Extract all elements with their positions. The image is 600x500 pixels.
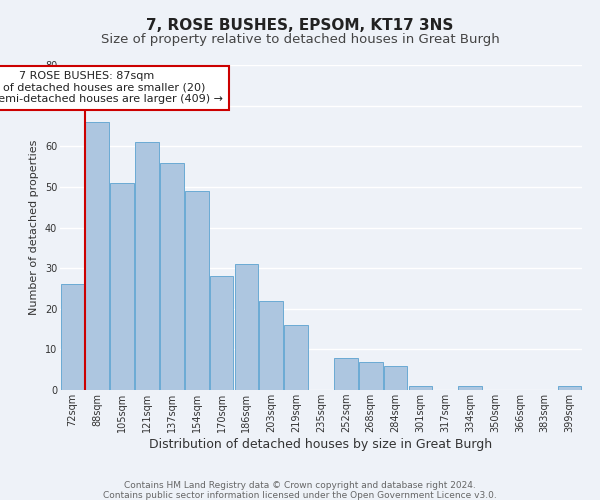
Text: Contains public sector information licensed under the Open Government Licence v3: Contains public sector information licen… <box>103 491 497 500</box>
Bar <box>185 191 209 390</box>
Bar <box>334 358 358 390</box>
Bar <box>259 300 283 390</box>
Bar <box>135 142 159 390</box>
Bar <box>359 362 383 390</box>
Bar <box>409 386 432 390</box>
Bar <box>61 284 84 390</box>
Text: Size of property relative to detached houses in Great Burgh: Size of property relative to detached ho… <box>101 32 499 46</box>
Bar <box>235 264 258 390</box>
Bar <box>558 386 581 390</box>
Text: Contains HM Land Registry data © Crown copyright and database right 2024.: Contains HM Land Registry data © Crown c… <box>124 481 476 490</box>
X-axis label: Distribution of detached houses by size in Great Burgh: Distribution of detached houses by size … <box>149 438 493 451</box>
Bar <box>384 366 407 390</box>
Bar <box>458 386 482 390</box>
Bar <box>160 162 184 390</box>
Bar <box>110 183 134 390</box>
Bar <box>210 276 233 390</box>
Bar <box>85 122 109 390</box>
Text: 7 ROSE BUSHES: 87sqm
← 5% of detached houses are smaller (20)
95% of semi-detach: 7 ROSE BUSHES: 87sqm ← 5% of detached ho… <box>0 71 223 104</box>
Text: 7, ROSE BUSHES, EPSOM, KT17 3NS: 7, ROSE BUSHES, EPSOM, KT17 3NS <box>146 18 454 32</box>
Y-axis label: Number of detached properties: Number of detached properties <box>29 140 39 315</box>
Bar <box>284 325 308 390</box>
